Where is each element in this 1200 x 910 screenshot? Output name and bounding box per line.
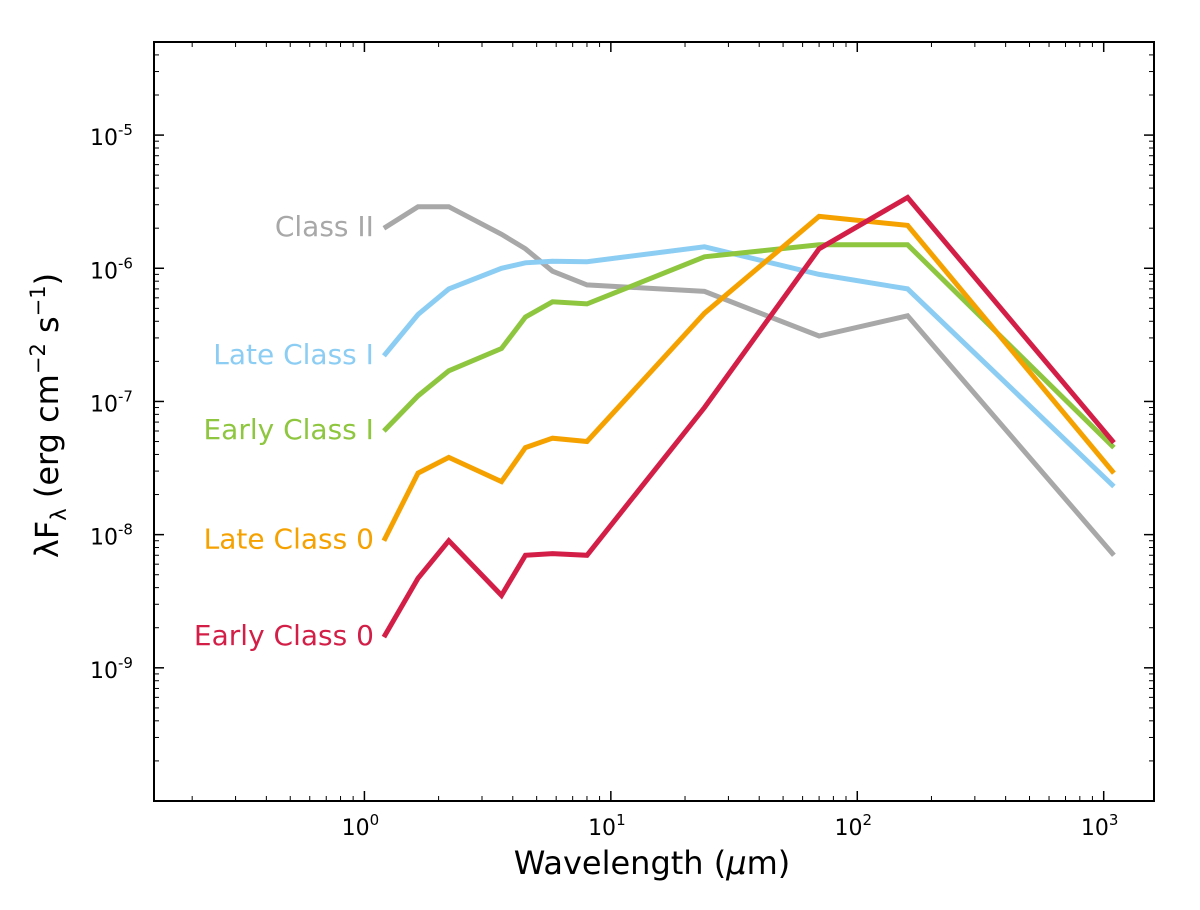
x-tick-label: 101 <box>588 811 626 841</box>
y-tick-label-base: 10 <box>90 526 118 551</box>
series-label-late-class-0: Late Class 0 <box>204 523 374 556</box>
x-tick-label: 100 <box>342 811 380 841</box>
series-line-late-class-i <box>381 244 1116 489</box>
x-tick-label-base: 10 <box>1081 816 1109 841</box>
x-tick-label-exp: 0 <box>370 811 380 829</box>
y-tick-label-exp: -9 <box>118 654 133 672</box>
plot-frame <box>153 41 1155 802</box>
y-axis-title-part2: s <box>28 316 66 343</box>
y-axis-title-part3: ) <box>28 273 66 285</box>
x-axis-title: Wavelength (μm) <box>514 844 791 882</box>
y-axis-title-f: F <box>28 521 66 539</box>
y-tick-label-base: 10 <box>90 392 118 417</box>
x-tick-label-exp: 2 <box>862 811 872 829</box>
x-tick-label-exp: 3 <box>1109 811 1119 829</box>
y-tick-label-exp: -8 <box>118 521 133 539</box>
series-label-early-class-i: Early Class I <box>203 413 373 446</box>
y-tick-label: 10-7 <box>90 387 133 417</box>
x-tick-label-base: 10 <box>834 816 862 841</box>
series-label-late-class-i: Late Class I <box>213 338 374 371</box>
y-tick-label-exp: -5 <box>118 121 133 139</box>
y-tick-label: 10-8 <box>90 521 133 551</box>
y-axis-title-sup1: −2 <box>26 343 50 374</box>
series-line-early-class-0 <box>381 194 1116 639</box>
y-axis-title-lambda: λ <box>28 539 66 558</box>
y-tick-label: 10-5 <box>90 121 133 151</box>
y-axis-title-sub: λ <box>47 508 71 520</box>
y-axis-title: λFλ (erg cm−2 s−1) <box>26 273 71 558</box>
y-tick-label: 10-6 <box>90 254 133 284</box>
x-axis-title-prefix: Wavelength ( <box>514 844 726 882</box>
y-tick-label: 10-9 <box>90 654 133 684</box>
series-label-early-class-0: Early Class 0 <box>194 619 374 652</box>
series-label-class-ii: Class II <box>275 210 374 243</box>
series-line-class-ii <box>382 204 1116 557</box>
y-axis-title-sup2: −1 <box>26 285 50 316</box>
x-axis-title-suffix: m) <box>747 844 791 882</box>
x-tick-label-base: 10 <box>342 816 370 841</box>
y-tick-label-base: 10 <box>90 659 118 684</box>
x-tick-label-base: 10 <box>588 816 616 841</box>
y-tick-label-base: 10 <box>90 126 118 151</box>
x-tick-label: 103 <box>1081 811 1119 841</box>
series-line-early-class-i <box>382 242 1116 450</box>
series-layer <box>381 194 1116 639</box>
series-labels-layer: Class II Late Class I Early Class I Late Cl… <box>194 210 374 652</box>
y-tick-label-base: 10 <box>90 259 118 284</box>
x-tick-label: 102 <box>834 811 872 841</box>
x-tick-label-exp: 1 <box>616 811 626 829</box>
y-tick-label-exp: -6 <box>118 254 133 272</box>
y-axis-title-part1: (erg cm <box>28 374 66 508</box>
x-axis-title-symbol: μ <box>725 844 746 882</box>
series-line-late-class-0 <box>381 213 1116 542</box>
y-tick-label-exp: -7 <box>118 387 133 405</box>
